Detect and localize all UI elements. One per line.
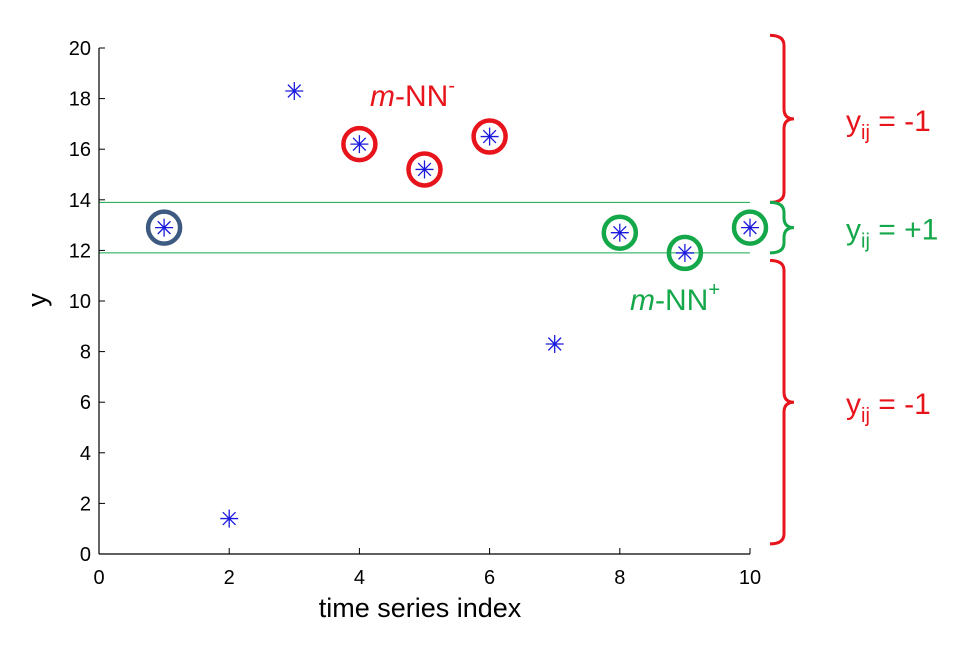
x-tick-label-3: 6: [484, 567, 495, 589]
brace-label-2: yij = -1: [846, 388, 931, 427]
brace-1: [769, 200, 795, 255]
data-points: [155, 82, 759, 528]
y-tick-label-10: 20: [69, 38, 91, 60]
x-tick-label-2: 4: [354, 567, 365, 589]
brace-label-0: yij = -1: [846, 105, 931, 144]
point-0: [155, 218, 174, 237]
y-tick-label-5: 10: [69, 291, 91, 313]
annotation-pos-sup: +: [708, 279, 720, 301]
ring-negative-5: [471, 118, 508, 155]
y-tick-label-3: 6: [80, 392, 91, 414]
x-axis-label: time series index: [319, 593, 522, 623]
y-tick-label-8: 16: [69, 139, 91, 161]
annotation-pos-italic: m: [630, 284, 655, 317]
y-tick-label-1: 2: [80, 493, 91, 515]
band-lines: [99, 201, 750, 254]
point-3: [350, 135, 369, 154]
y-tick-label-2: 4: [80, 443, 91, 465]
brace-0: [769, 33, 795, 204]
braces: yij = -1 yij = +1 yij = -1: [769, 33, 938, 546]
point-8: [675, 243, 694, 262]
point-1: [220, 509, 239, 528]
annotation-m-nn-negative: m-NN-: [370, 75, 455, 113]
x-tick-label-4: 8: [614, 567, 625, 589]
y-tick-label-9: 18: [69, 89, 91, 111]
y-tick-label-4: 8: [80, 342, 91, 364]
point-4: [415, 160, 434, 179]
y-axis-label: y: [22, 293, 52, 307]
ring-negative-4: [406, 151, 443, 188]
point-7: [610, 223, 629, 242]
ring-negative-3: [341, 125, 378, 163]
x-ticks: 0 2 4 6 8 10: [93, 548, 761, 589]
ring-positive-7: [601, 214, 639, 251]
brace-label-1: yij = +1: [846, 214, 938, 253]
ring-positive-9: [731, 209, 769, 246]
annotation-m-nn-positive: m-NN+: [630, 279, 720, 317]
y-ticks: 0 2 4 6 8 10 12 14 16 18 20: [69, 38, 105, 566]
ring-positive-8: [666, 234, 704, 272]
point-9: [741, 218, 759, 237]
x-tick-label-0: 0: [93, 567, 104, 589]
point-6: [545, 335, 564, 354]
point-2: [285, 82, 304, 101]
y-tick-label-7: 14: [69, 190, 91, 212]
brace-2: [769, 259, 795, 546]
ring-query-0: [145, 209, 183, 246]
annotation-pos-text: -NN: [655, 284, 708, 317]
point-5: [480, 127, 499, 146]
x-tick-label-1: 2: [224, 567, 235, 589]
annotation-neg-italic: m: [370, 80, 395, 113]
annotation-neg-sup: -: [448, 75, 455, 97]
y-tick-label-6: 12: [69, 240, 91, 262]
annotation-neg-text: -NN: [395, 80, 448, 113]
highlight-rings: [145, 118, 769, 272]
y-tick-label-0: 0: [80, 544, 91, 566]
x-tick-label-5: 10: [739, 567, 761, 589]
